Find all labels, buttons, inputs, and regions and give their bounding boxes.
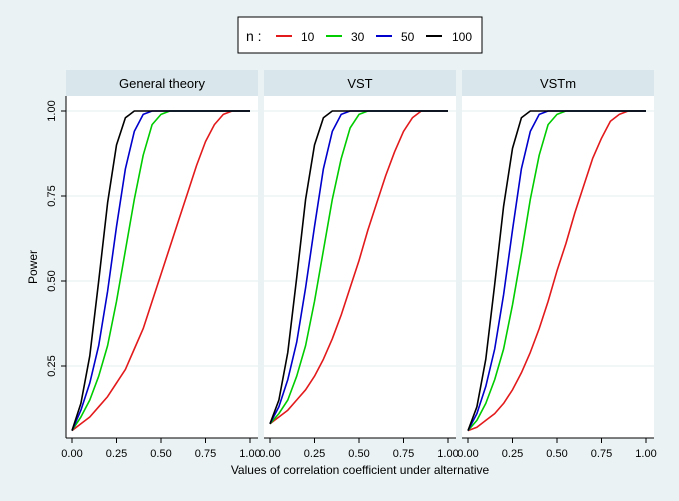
panel-plot-area	[264, 96, 456, 438]
y-axis: 0.25 0.50 0.75 1.00	[46, 96, 67, 438]
series-line-n10	[467, 110, 646, 432]
legend: n : 10 30 50 100	[237, 16, 483, 54]
panel-vst: VST	[264, 70, 456, 438]
x-tick-label: 0.75	[393, 448, 414, 460]
series-line-n100	[71, 110, 250, 431]
x-axes: 0.00 0.25 0.50 0.75 1.000.00 0.25 0.50 0.75 1.00…	[61, 437, 657, 460]
x-tick-label: 0.50	[150, 448, 171, 460]
x-axis-label: Values of correlation coefficient under …	[231, 463, 490, 477]
x-tick-label: 0.25	[304, 448, 325, 460]
panel-plot-area	[66, 96, 258, 438]
legend-title: n :	[246, 28, 262, 44]
x-tick-label: 0.50	[348, 448, 369, 460]
y-tick-label: 1.00	[46, 100, 58, 121]
y-tick-label: 0.25	[46, 355, 58, 376]
x-tick-label: 0.75	[591, 448, 612, 460]
panel-vstm: VSTm	[462, 70, 654, 438]
x-tick-label: 1.00	[635, 448, 656, 460]
legend-label-n100: 100	[452, 30, 472, 44]
x-tick-label: 0.00	[259, 448, 280, 460]
x-tick-label: 1.00	[437, 448, 458, 460]
panel-strip	[66, 70, 258, 96]
x-tick-label: 0.25	[502, 448, 523, 460]
panel-title: VST	[347, 76, 372, 91]
legend-label-n30: 30	[351, 30, 365, 44]
legend-label-n10: 10	[301, 30, 315, 44]
x-tick-label: 0.50	[546, 448, 567, 460]
panel-strip	[462, 70, 654, 96]
series-line-n100	[467, 110, 646, 431]
y-tick-label: 0.50	[46, 270, 58, 291]
panel-general-theory: General theory	[66, 70, 258, 438]
panel-title: VSTm	[540, 76, 576, 91]
series-line-n10	[269, 110, 448, 425]
x-tick-label: 0.00	[457, 448, 478, 460]
panel-title: General theory	[119, 76, 205, 91]
x-tick-label: 1.00	[239, 448, 260, 460]
series-line-n10	[71, 110, 250, 432]
x-tick-label: 0.75	[195, 448, 216, 460]
y-axis-label: Power	[26, 250, 40, 284]
panel-strip	[264, 70, 456, 96]
y-tick-label: 0.75	[46, 185, 58, 206]
x-tick-label: 0.00	[61, 448, 82, 460]
legend-label-n50: 50	[401, 30, 415, 44]
x-tick-label: 0.25	[106, 448, 127, 460]
series-line-n100	[269, 110, 448, 425]
